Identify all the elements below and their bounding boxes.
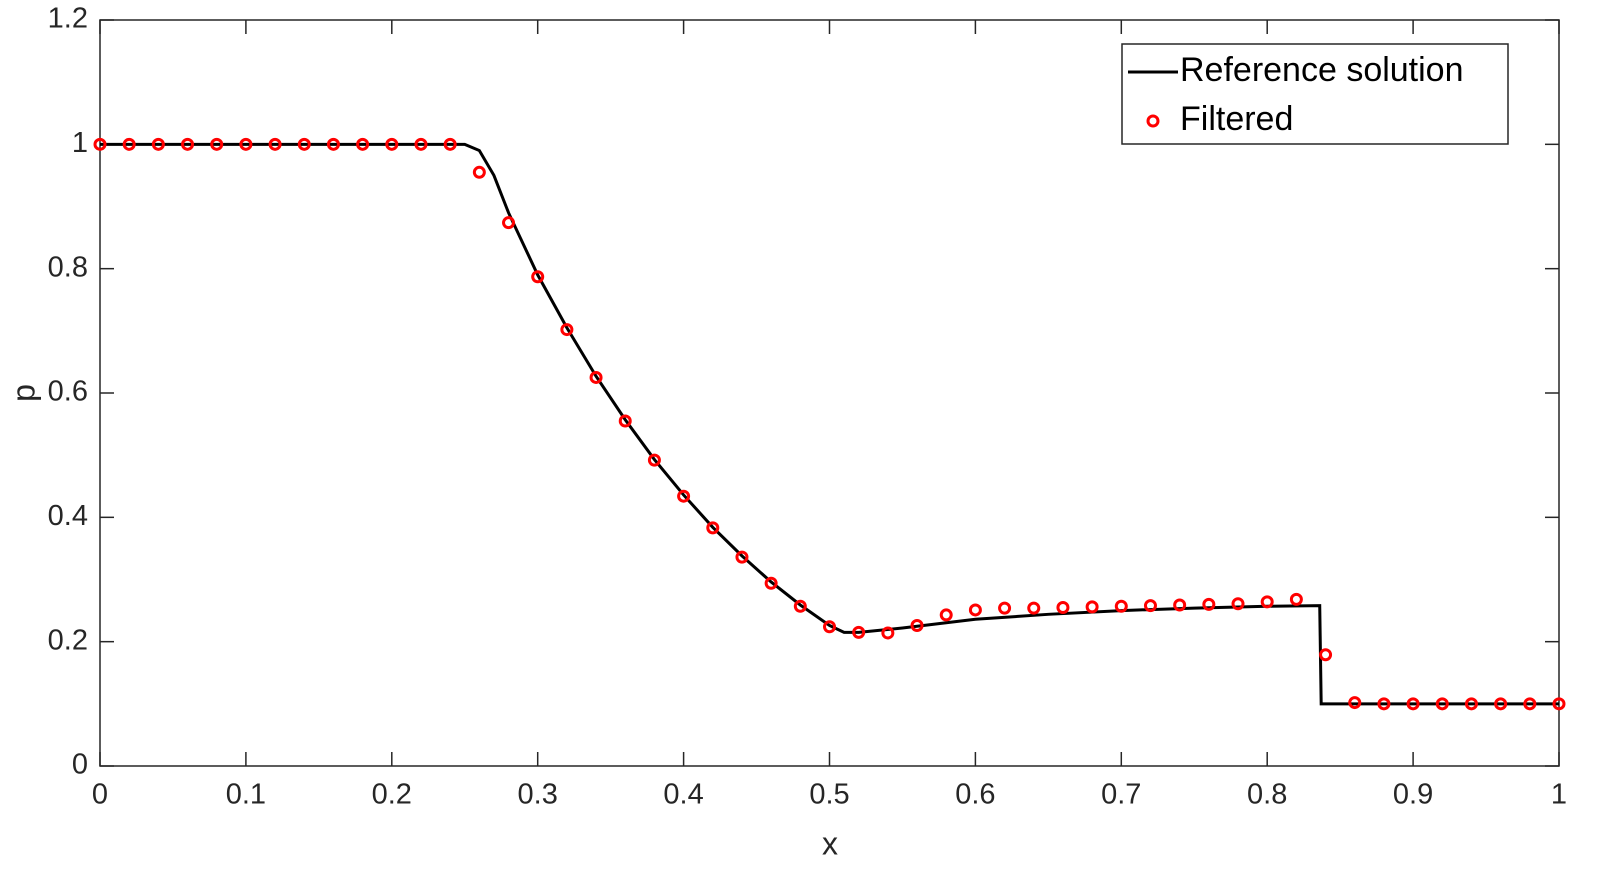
- marker: [560, 323, 574, 337]
- marker: [677, 489, 691, 503]
- marker: [1552, 697, 1566, 711]
- marker: [1143, 599, 1157, 613]
- marker: [618, 414, 632, 428]
- x-tick-label: 0.2: [372, 779, 412, 811]
- y-axis-label: p: [5, 384, 41, 402]
- marker: [1260, 595, 1274, 609]
- x-tick-label: 0.6: [955, 779, 995, 811]
- x-tick-label: 0.9: [1393, 779, 1433, 811]
- x-tick-label: 0.5: [809, 779, 849, 811]
- marker: [210, 137, 224, 151]
- marker: [531, 270, 545, 284]
- marker: [910, 619, 924, 633]
- x-tick-label: 0.3: [518, 779, 558, 811]
- marker: [647, 453, 661, 467]
- marker: [1173, 598, 1187, 612]
- y-tick-label: 0.4: [48, 500, 88, 532]
- x-tick-label: 0: [92, 779, 108, 811]
- marker: [1319, 648, 1333, 662]
- marker: [1085, 600, 1099, 614]
- marker: [881, 626, 895, 640]
- marker: [1464, 697, 1478, 711]
- marker: [1435, 697, 1449, 711]
- x-tick-label: 1: [1551, 779, 1567, 811]
- x-tick-label: 0.8: [1247, 779, 1287, 811]
- marker: [297, 137, 311, 151]
- marker: [1348, 696, 1362, 710]
- marker: [823, 620, 836, 634]
- legend-box: [1121, 43, 1509, 145]
- marker: [356, 137, 370, 151]
- marker: [326, 137, 340, 151]
- x-axis-label: x: [822, 825, 838, 861]
- marker: [443, 137, 457, 151]
- marker: [1494, 697, 1508, 711]
- marker: [764, 576, 778, 590]
- marker: [385, 137, 399, 151]
- marker: [502, 216, 516, 230]
- y-tick-label: 0.2: [48, 624, 88, 656]
- marker: [151, 137, 165, 151]
- marker: [998, 601, 1012, 615]
- y-tick-label: 0.8: [48, 251, 88, 283]
- marker: [939, 608, 953, 622]
- x-tick-label: 0.4: [663, 779, 703, 811]
- x-tick-label: 0.7: [1101, 779, 1141, 811]
- y-tick-label: 1.2: [48, 3, 88, 35]
- line: [100, 142, 1559, 706]
- marker: [968, 603, 982, 617]
- marker: [1231, 597, 1245, 611]
- marker: [1377, 697, 1391, 711]
- marker: [735, 550, 749, 564]
- marker: [414, 137, 428, 151]
- marker: [706, 521, 720, 535]
- y-tick-label: 1: [72, 127, 88, 159]
- marker: [793, 599, 807, 613]
- legend-label: Reference solution: [1180, 51, 1464, 89]
- marker: [1056, 600, 1070, 614]
- marker: [1114, 599, 1128, 613]
- y-tick-label: 0: [72, 749, 88, 781]
- legend-swatch: [1146, 114, 1160, 128]
- marker: [472, 165, 486, 179]
- marker: [852, 625, 866, 639]
- marker: [181, 137, 195, 151]
- marker: [268, 137, 282, 151]
- marker: [1027, 601, 1041, 615]
- marker: [1202, 597, 1216, 611]
- marker: [122, 137, 136, 151]
- x-tick-label: 0.1: [226, 779, 266, 811]
- marker: [1523, 697, 1537, 711]
- marker: [1289, 592, 1303, 606]
- marker: [239, 137, 253, 151]
- marker: [1406, 697, 1420, 711]
- y-tick-label: 0.6: [48, 376, 88, 408]
- legend-label: Filtered: [1180, 100, 1293, 138]
- marker: [93, 137, 107, 151]
- marker: [589, 370, 603, 384]
